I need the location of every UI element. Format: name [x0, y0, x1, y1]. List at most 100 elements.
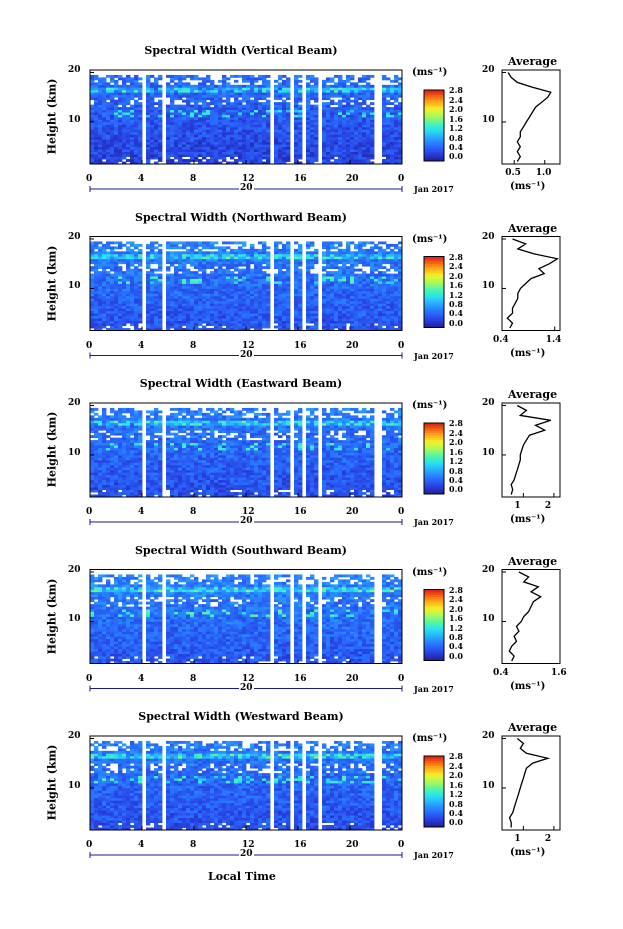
heatmap-cell — [114, 84, 119, 88]
heatmap-cell — [242, 288, 247, 292]
heatmap-cell — [342, 97, 347, 101]
heatmap-cell — [234, 256, 239, 260]
heatmap-cell — [338, 139, 343, 143]
heatmap-cell — [246, 253, 251, 257]
heatmap-cell — [394, 315, 399, 319]
heatmap-cell — [326, 273, 331, 277]
heatmap-cell — [286, 323, 291, 326]
heatmap-cell — [158, 154, 163, 157]
heatmap-cell — [206, 241, 211, 245]
heatmap-cell — [278, 126, 283, 130]
avg-profile-line — [507, 72, 552, 162]
heatmap-cell — [334, 256, 339, 260]
heatmap-cell — [278, 109, 283, 113]
heatmap-cell — [382, 281, 387, 284]
heatmap-cell — [254, 305, 259, 309]
heatmap-cell — [182, 293, 187, 297]
heatmap-cell — [314, 92, 319, 96]
heatmap-cell — [222, 258, 227, 262]
heatmap-cell — [166, 107, 171, 110]
heatmap-cell — [338, 129, 343, 133]
heatmap-cell — [186, 251, 191, 255]
heatmap-cell — [210, 112, 215, 115]
heatmap-cell — [286, 129, 291, 133]
heatmap-cell — [334, 313, 339, 317]
heatmap-cell — [394, 114, 399, 118]
colorbar-cell — [424, 118, 444, 122]
heatmap-cell — [230, 139, 235, 143]
heatmap-cell — [186, 117, 191, 120]
heatmap-cell — [362, 323, 367, 326]
heatmap-cell — [326, 159, 331, 162]
heatmap-cell — [98, 114, 103, 118]
heatmap-cell — [294, 276, 299, 279]
heatmap-cell — [114, 109, 119, 113]
colorbar-cell — [424, 144, 444, 148]
heatmap-cell — [122, 313, 127, 317]
heatmap-cell — [354, 293, 359, 297]
heatmap-cell — [170, 263, 175, 267]
heatmap-cell — [382, 290, 387, 294]
heatmap-cell — [226, 241, 231, 245]
heatmap-cell — [274, 117, 279, 120]
heatmap-cell — [106, 87, 111, 91]
heatmap-cell — [118, 156, 123, 160]
heatmap-cell — [278, 149, 283, 153]
heatmap-cell — [366, 258, 371, 262]
heatmap-cell — [278, 281, 283, 284]
heatmap-cell — [194, 320, 199, 324]
heatmap-cell — [214, 293, 219, 297]
heatmap-cell — [258, 295, 263, 299]
heatmap-cell — [350, 136, 355, 140]
heatmap-cell — [362, 146, 367, 150]
heatmap-cell — [94, 325, 99, 329]
heatmap-cell — [118, 131, 123, 135]
heatmap-cell — [266, 146, 271, 150]
heatmap-cell — [362, 149, 367, 153]
heatmap-cell — [234, 74, 239, 78]
heatmap-cell — [130, 159, 135, 162]
heatmap-cell — [278, 104, 283, 108]
heatmap-cell — [354, 251, 359, 255]
heatmap-cell — [326, 151, 331, 155]
heatmap-cell — [362, 89, 367, 93]
heatmap-cell — [170, 114, 175, 118]
colorbar-cell — [424, 306, 444, 310]
heatmap-cell — [338, 87, 343, 91]
heatmap-cell — [254, 139, 259, 143]
heatmap-cell — [230, 266, 235, 270]
heatmap-cell — [130, 151, 135, 155]
heatmap-cell — [238, 129, 243, 133]
heatmap-cell — [386, 305, 391, 309]
heatmap-cell — [106, 278, 111, 282]
heatmap-cell — [94, 440, 99, 443]
heatmap-cell — [362, 241, 367, 245]
heatmap-cell — [230, 134, 235, 138]
heatmap-cell — [374, 295, 379, 299]
heatmap-cell — [178, 253, 183, 257]
heatmap-cell — [178, 141, 183, 145]
heatmap-cell — [278, 161, 283, 165]
heatmap-cell — [174, 261, 179, 265]
heatmap-cell — [226, 154, 231, 157]
heatmap-cell — [286, 141, 291, 145]
heatmap-cell — [110, 445, 115, 448]
heatmap-cell — [390, 303, 395, 307]
heatmap-cell — [382, 89, 387, 93]
heatmap-cell — [382, 136, 387, 140]
heatmap-cell — [338, 92, 343, 96]
heatmap-cell — [262, 114, 267, 118]
heatmap-cell — [230, 84, 235, 88]
heatmap-cell — [306, 131, 311, 135]
heatmap-cell — [134, 146, 139, 150]
heatmap-cell — [246, 87, 251, 91]
heatmap-cell — [90, 313, 95, 317]
heatmap-cell — [346, 318, 351, 321]
heatmap-cell — [150, 134, 155, 138]
heatmap-cell — [322, 87, 327, 91]
heatmap-cell — [370, 112, 375, 115]
heatmap-cell — [230, 308, 235, 312]
heatmap-cell — [362, 112, 367, 115]
heatmap-cell — [222, 141, 227, 145]
heatmap-cell — [90, 273, 95, 277]
